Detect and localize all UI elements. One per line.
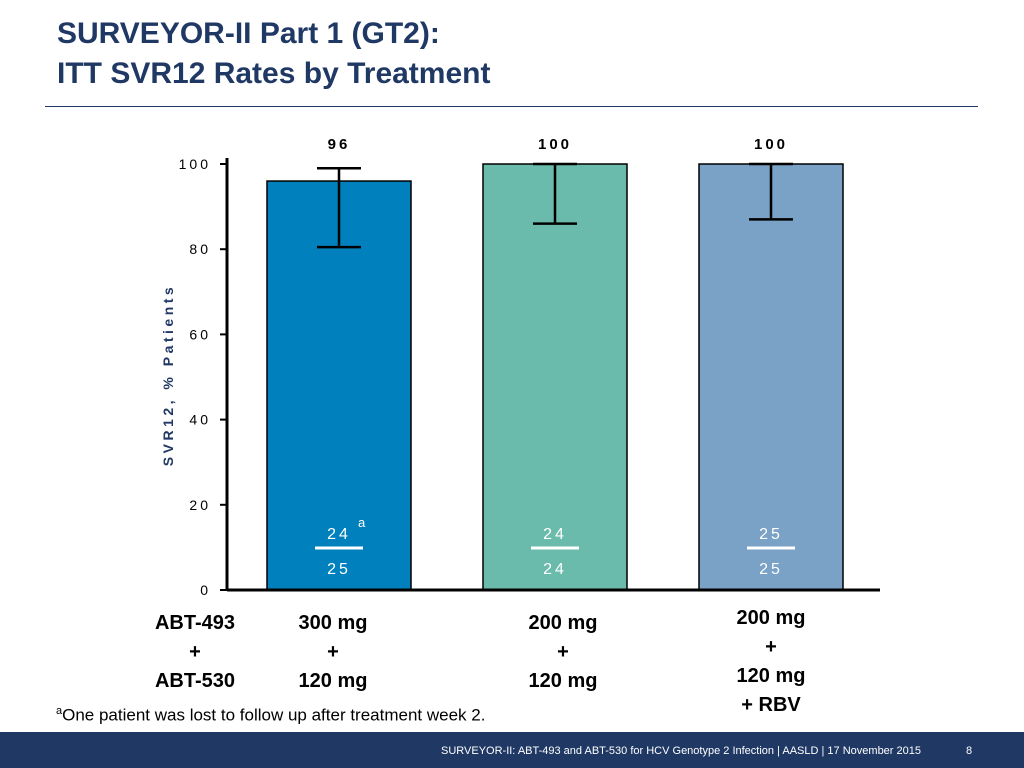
page-number: 8 [966, 745, 973, 757]
fraction-3-denominator: 25 [759, 561, 783, 578]
footer-bar: SURVEYOR-II: ABT-493 and ABT-530 for HCV… [0, 732, 1024, 768]
slide-title-line-1: SURVEYOR-II Part 1 (GT2): [57, 17, 440, 50]
bar-3 [698, 163, 844, 591]
y-axis-title: SVR12, % Patients [160, 284, 176, 466]
y-tick-label-0: 0 [200, 582, 211, 598]
category-label-1-line-3: 120 mg [298, 670, 368, 692]
row-header-line-2: + [189, 641, 201, 663]
y-tick-label-80: 80 [189, 241, 211, 257]
footnote-text: One patient was lost to follow up after … [62, 705, 486, 725]
fraction-1-denominator: 25 [327, 561, 351, 578]
category-label-1-line-2: + [327, 641, 339, 663]
category-label-3-line-1: 200 mg [736, 607, 806, 629]
fraction-1-numerator: 24 [327, 526, 351, 543]
footnote-mark: a [56, 705, 63, 717]
fraction-1-note: a [358, 515, 366, 530]
title-divider [45, 106, 978, 107]
y-tick-label-60: 60 [189, 326, 211, 342]
fraction-2-denominator: 24 [543, 561, 567, 578]
row-header: ABT-493 + ABT-530 [140, 609, 250, 696]
footer-text: SURVEYOR-II: ABT-493 and ABT-530 for HCV… [441, 745, 921, 757]
svr12-bar-chart: 96 100 100 24 25 a 24 24 25 25 0 20 40 60 80 100 SVR12, … [160, 136, 880, 598]
value-label-3: 100 [754, 136, 788, 153]
y-tick-label-40: 40 [189, 412, 211, 428]
footnote: aOne patient was lost to follow up after… [56, 705, 485, 726]
bar-2 [482, 163, 628, 591]
slide-title-line-2: ITT SVR12 Rates by Treatment [57, 57, 491, 90]
row-header-line-3: ABT-530 [154, 670, 236, 692]
category-label-3-line-4: + RBV [741, 694, 801, 716]
category-label-3-line-2: + [765, 636, 777, 658]
fraction-2-numerator: 24 [543, 526, 567, 543]
category-label-2-line-3: 120 mg [528, 670, 598, 692]
slide-title: SURVEYOR-II Part 1 (GT2): ITT SVR12 Rate… [57, 14, 987, 94]
category-label-3-line-3: 120 mg [736, 665, 806, 687]
category-label-2: 200 mg +120 mg [498, 609, 628, 696]
category-label-1-line-1: 300 mg [298, 612, 368, 634]
category-label-1: 300 mg +120 mg [268, 609, 398, 696]
fraction-3-numerator: 25 [759, 526, 783, 543]
value-label-1: 96 [328, 136, 351, 153]
category-label-2-line-2: + [557, 641, 569, 663]
y-tick-label-100: 100 [179, 156, 211, 172]
value-label-2: 100 [538, 136, 572, 153]
category-label-2-line-1: 200 mg [528, 612, 598, 634]
y-tick-label-20: 20 [189, 497, 211, 513]
row-header-line-1: ABT-493 [154, 612, 236, 634]
category-label-3: 200 mg +120 mg + RBV [706, 604, 836, 720]
